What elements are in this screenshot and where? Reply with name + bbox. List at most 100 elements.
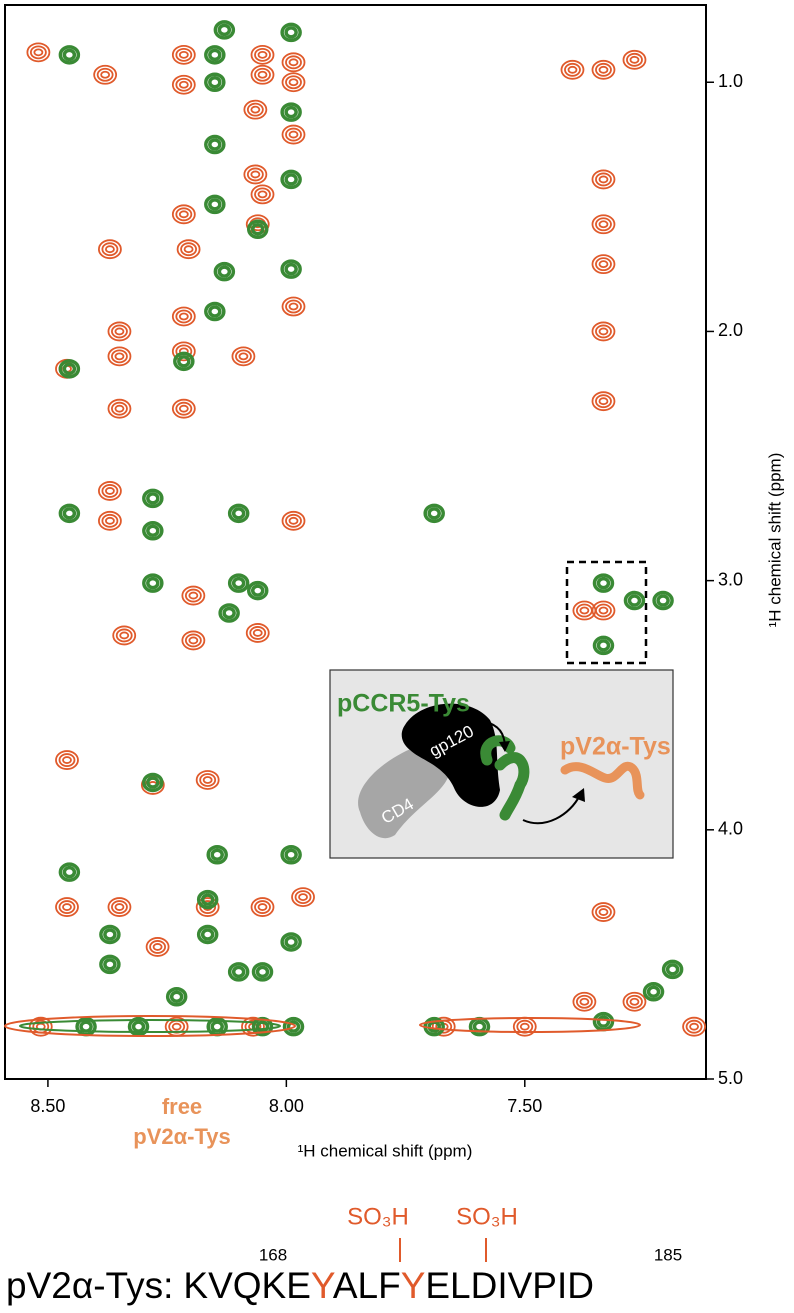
contour-ring bbox=[195, 770, 220, 790]
contour-ring bbox=[579, 997, 590, 1006]
contour-ring bbox=[251, 962, 274, 982]
contour-ring bbox=[567, 65, 578, 74]
peak bbox=[196, 924, 219, 945]
contour-ring bbox=[591, 321, 616, 342]
contour-ring bbox=[595, 905, 612, 919]
contour-ring bbox=[98, 481, 122, 501]
contour-ring bbox=[142, 772, 164, 793]
contour-ring bbox=[596, 576, 611, 590]
contour-ring bbox=[146, 576, 160, 590]
contour-ring bbox=[199, 773, 217, 787]
contour-ring bbox=[171, 398, 196, 419]
residues: KVQKE bbox=[183, 1265, 311, 1306]
peak bbox=[623, 590, 646, 611]
peak bbox=[176, 239, 201, 260]
pv2-shape bbox=[560, 761, 645, 800]
contour-ring bbox=[661, 959, 684, 980]
contour-ring bbox=[227, 573, 250, 593]
annotation: pV2α-Tys bbox=[133, 1124, 230, 1149]
contour-ring bbox=[55, 897, 79, 917]
peak bbox=[107, 321, 132, 342]
contour-ring bbox=[288, 130, 299, 139]
contour-ring bbox=[598, 606, 609, 615]
contour-ring bbox=[285, 299, 302, 314]
contour-ring bbox=[107, 321, 132, 342]
contour-ring bbox=[142, 488, 164, 509]
contour-ring bbox=[55, 750, 79, 770]
contour-ring bbox=[596, 639, 611, 652]
contour-ring bbox=[623, 590, 646, 611]
peak bbox=[142, 772, 164, 793]
peak bbox=[591, 391, 616, 412]
contour-ring bbox=[206, 844, 228, 865]
peak bbox=[227, 573, 250, 593]
contour-ring bbox=[114, 352, 125, 361]
peak bbox=[98, 510, 122, 531]
contour-ring bbox=[103, 928, 117, 941]
contour-ring bbox=[257, 50, 268, 59]
contour-ring bbox=[626, 52, 643, 67]
peak bbox=[206, 844, 228, 865]
x-tick-label: 8.00 bbox=[269, 1096, 304, 1116]
contour-ring bbox=[199, 900, 217, 914]
peak bbox=[246, 219, 269, 240]
contour-ring bbox=[254, 67, 271, 82]
contour-ring bbox=[285, 55, 302, 70]
peak bbox=[592, 635, 615, 656]
contour-ring bbox=[213, 261, 236, 282]
peak bbox=[642, 982, 665, 1002]
contour-ring bbox=[183, 245, 194, 254]
contour-ring bbox=[235, 349, 252, 364]
peak bbox=[250, 64, 275, 85]
contour-ring bbox=[96, 67, 114, 82]
contour-ring bbox=[28, 1016, 53, 1037]
peak bbox=[227, 962, 250, 982]
contour-ring bbox=[101, 513, 119, 528]
x-axis-label: ¹H chemical shift (ppm) bbox=[298, 1141, 473, 1160]
contour-ring bbox=[281, 510, 306, 531]
contour-ring bbox=[146, 492, 160, 505]
peak bbox=[58, 359, 81, 379]
contour-ring bbox=[105, 487, 115, 495]
contour-ring bbox=[208, 198, 222, 211]
contour-ring bbox=[622, 991, 647, 1012]
cd4-shape bbox=[358, 745, 451, 839]
residue-number: 168 bbox=[259, 1245, 287, 1264]
contour-ring bbox=[169, 990, 184, 1004]
contour-ring bbox=[250, 223, 265, 236]
contour-ring bbox=[682, 1016, 706, 1037]
contour-ring bbox=[288, 78, 299, 87]
contour-ring bbox=[579, 606, 590, 615]
peak bbox=[560, 59, 585, 80]
contour-ring bbox=[250, 584, 265, 597]
contour-ring bbox=[115, 628, 133, 643]
contour-ring bbox=[254, 900, 271, 914]
contour-ring bbox=[598, 327, 609, 336]
contour-ring bbox=[231, 965, 246, 979]
contour-ring bbox=[146, 524, 160, 538]
contour-ring bbox=[284, 935, 298, 949]
arrowhead bbox=[499, 741, 510, 752]
contour-ring bbox=[249, 626, 267, 640]
contour-ring bbox=[175, 401, 193, 416]
contour-ring bbox=[591, 902, 616, 922]
contour-ring bbox=[622, 49, 647, 70]
contour-ring bbox=[100, 70, 111, 79]
sequence: pV2α-Tys: KVQKEYALFYELDIVPID bbox=[6, 1265, 594, 1306]
contour-ring bbox=[257, 190, 268, 199]
contour-ring bbox=[195, 897, 220, 917]
contour-ring bbox=[149, 940, 166, 954]
contour-ring bbox=[595, 257, 612, 272]
contour-ring bbox=[98, 510, 122, 531]
y-tick-label: 3.0 bbox=[718, 569, 743, 589]
contour-ring bbox=[280, 932, 302, 952]
peak bbox=[171, 44, 196, 65]
contour-ring bbox=[178, 404, 189, 413]
contour-ring bbox=[250, 897, 275, 917]
contour-ring bbox=[298, 893, 308, 901]
contour-ring bbox=[175, 309, 193, 324]
contour-ring bbox=[564, 62, 581, 77]
contour-ring bbox=[58, 45, 81, 65]
peak bbox=[591, 59, 616, 80]
